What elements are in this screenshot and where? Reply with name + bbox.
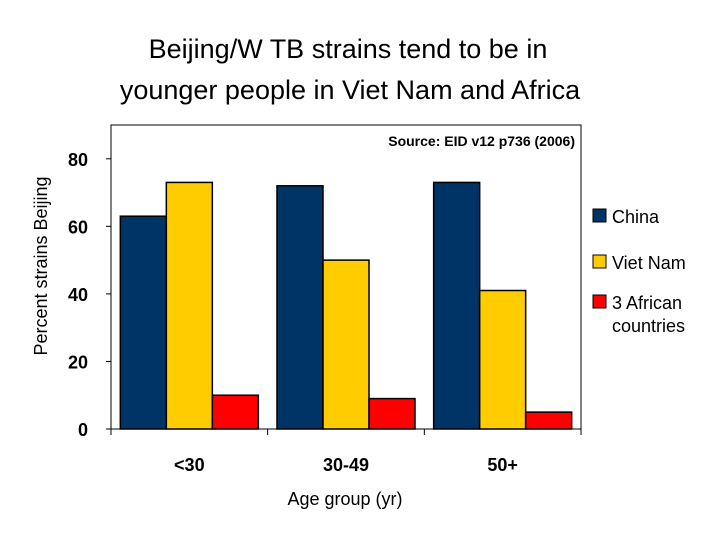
bar	[276, 185, 324, 430]
y-tick-label: 80	[68, 150, 88, 170]
x-axis: <30 30-49 50+	[110, 429, 582, 475]
bars	[119, 181, 573, 430]
y-tick-label: 40	[68, 285, 88, 305]
legend-swatch	[592, 254, 607, 269]
legend-label: China	[612, 207, 660, 227]
y-tick-label: 0	[78, 420, 88, 440]
bar	[119, 215, 168, 430]
x-tick-label: <30	[174, 455, 205, 475]
source-note: Source: EID v12 p736 (2006)	[388, 133, 575, 149]
bar	[478, 289, 527, 430]
bar	[165, 181, 214, 430]
y-axis-label: Percent strains Beijing	[31, 176, 51, 355]
bar	[432, 181, 481, 430]
y-axis: 0 20 40 60 80	[68, 150, 111, 440]
y-tick-label: 20	[68, 352, 88, 372]
legend-label: Viet Nam	[612, 253, 686, 273]
bar	[524, 411, 573, 430]
x-tick-label: 50+	[487, 455, 518, 475]
bar	[368, 397, 416, 430]
legend-swatch	[592, 208, 607, 223]
x-tick-label: 30-49	[323, 455, 369, 475]
legend-label: 3 African countries	[612, 293, 685, 336]
bar	[322, 259, 370, 430]
chart-title-line-2: younger people in Viet Nam and Africa	[120, 75, 581, 105]
legend-swatch	[592, 294, 607, 309]
chart-title-line-1: Beijing/W TB strains tend to be in	[149, 34, 548, 64]
legend: China Viet Nam 3 African countries	[592, 207, 686, 336]
bar	[211, 394, 260, 430]
x-axis-label: Age group (yr)	[287, 489, 402, 509]
y-tick-label: 60	[68, 217, 88, 237]
